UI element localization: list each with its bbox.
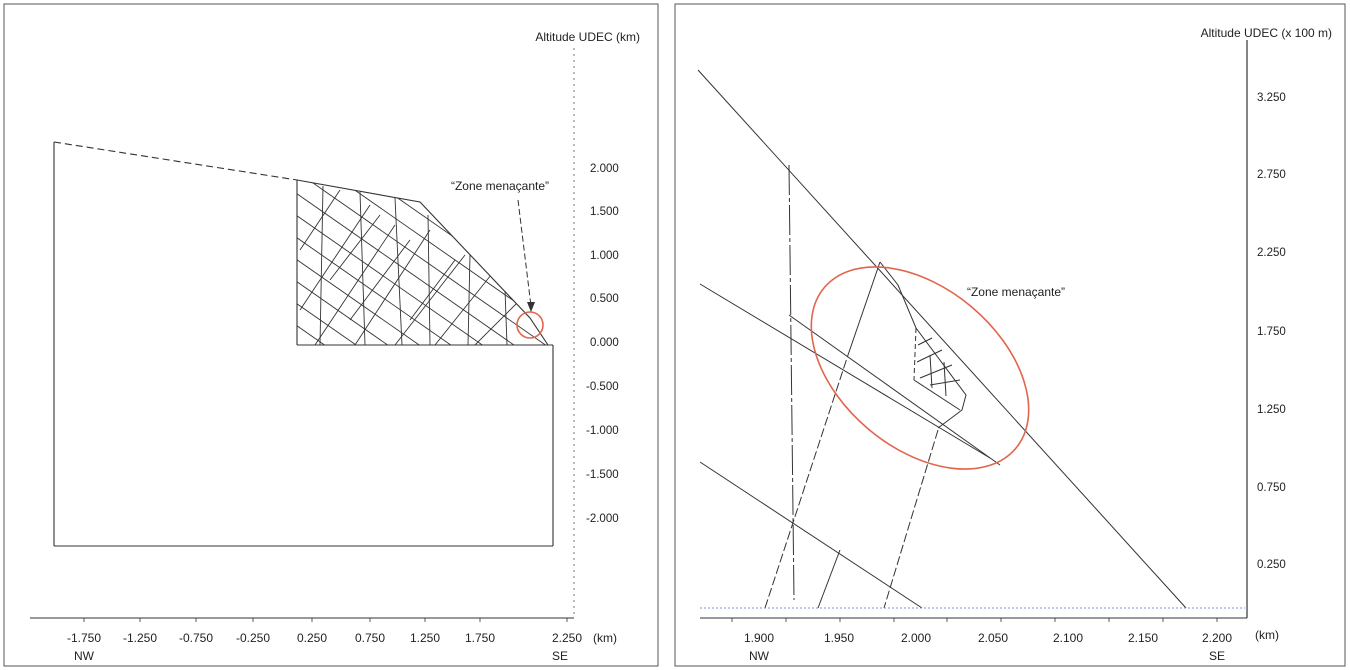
- left-panel-frame: [3, 3, 659, 667]
- right-x-tick-label: 2.050: [978, 631, 1008, 645]
- right-x-tick-label: 2.150: [1128, 631, 1158, 645]
- left-y-tick-label: 0.500: [590, 293, 619, 305]
- left-x-axis: -1.750 -1.250 -0.750 -0.250 0.250 0.750 …: [30, 617, 617, 663]
- left-x-tick-label: 1.750: [465, 631, 495, 645]
- right-y-tick-label: 1.750: [1257, 326, 1286, 338]
- left-x-tick-label: -0.750: [179, 631, 213, 645]
- left-y-ticks: 2.000 1.500 1.000 0.500 0.000 -0.500 -1.…: [586, 163, 619, 525]
- right-x-tick-label: 2.000: [901, 631, 931, 645]
- right-panel: “Zone menaçante” Altitude UDEC (x 100 m)…: [674, 3, 1346, 667]
- left-y-tick-label: -2.000: [586, 513, 619, 525]
- left-y-tick-label: 0.000: [590, 337, 619, 349]
- left-y-tick-label: -1.000: [586, 425, 619, 437]
- right-y-axis: Altitude UDEC (x 100 m) 3.250 2.750 2.25…: [1201, 26, 1332, 618]
- left-y-tick-label: 1.000: [590, 250, 619, 262]
- left-x-tick-label: 1.250: [410, 631, 440, 645]
- left-y-tick-label: -1.500: [586, 469, 619, 481]
- right-zone-label: “Zone menaçante”: [967, 285, 1065, 299]
- left-x-tick-label: -1.750: [67, 631, 101, 645]
- right-y-tick-label: 0.750: [1257, 482, 1286, 494]
- right-x-tick-label: 2.200: [1202, 631, 1232, 645]
- right-zone-ellipse: [810, 266, 1030, 470]
- right-x-tick-label: 2.100: [1053, 631, 1083, 645]
- left-x-tick-label: 0.750: [355, 631, 385, 645]
- left-y-tick-label: 2.000: [590, 163, 619, 175]
- left-axis-title: Altitude UDEC (km): [535, 30, 640, 44]
- right-direction-nw: NW: [749, 649, 770, 663]
- left-x-unit: (km): [593, 631, 617, 645]
- left-zone-arrowhead: [527, 302, 535, 312]
- left-x-tick-label: 0.250: [297, 631, 327, 645]
- left-panel: “Zone menaçante” Altitude UDEC (km) 2.00…: [3, 3, 659, 667]
- right-y-tick-label: 0.250: [1257, 559, 1286, 571]
- right-x-tick-marks: [731, 618, 1218, 622]
- left-x-tick-label: 2.250: [552, 631, 582, 645]
- left-zone-circle: [516, 311, 544, 339]
- left-x-tick-marks: [83, 618, 568, 622]
- right-x-tick-label: 1.950: [824, 631, 854, 645]
- right-axis-title: Altitude UDEC (x 100 m): [1201, 26, 1332, 40]
- right-y-tick-label: 2.750: [1257, 169, 1286, 181]
- right-direction-se: SE: [1209, 649, 1225, 663]
- left-zone-arrow: [517, 199, 532, 307]
- left-y-tick-label: 1.500: [590, 206, 619, 218]
- right-x-axis: 1.900 1.950 2.000 2.050 2.100 2.150 2.20…: [700, 617, 1279, 663]
- right-y-tick-label: 2.250: [1257, 247, 1286, 259]
- right-joint-lines: [697, 69, 1187, 609]
- left-x-tick-label: -0.250: [236, 631, 270, 645]
- right-y-tick-label: 3.250: [1257, 92, 1286, 104]
- left-direction-se: SE: [552, 649, 568, 663]
- right-x-tick-label: 1.900: [744, 631, 774, 645]
- left-zone-label: “Zone menaçante”: [451, 179, 549, 193]
- left-y-tick-label: -0.500: [586, 381, 619, 393]
- right-unstable-block: [879, 261, 967, 429]
- left-joint-network: [297, 180, 548, 345]
- left-y-axis: Altitude UDEC (km) 2.000 1.500 1.000 0.5…: [535, 30, 640, 618]
- left-model-outline: [53, 141, 554, 547]
- right-x-unit: (km): [1255, 628, 1279, 642]
- left-x-tick-label: -1.250: [123, 631, 157, 645]
- right-panel-frame: [674, 3, 1346, 667]
- right-y-tick-label: 1.250: [1257, 404, 1286, 416]
- left-direction-nw: NW: [74, 649, 95, 663]
